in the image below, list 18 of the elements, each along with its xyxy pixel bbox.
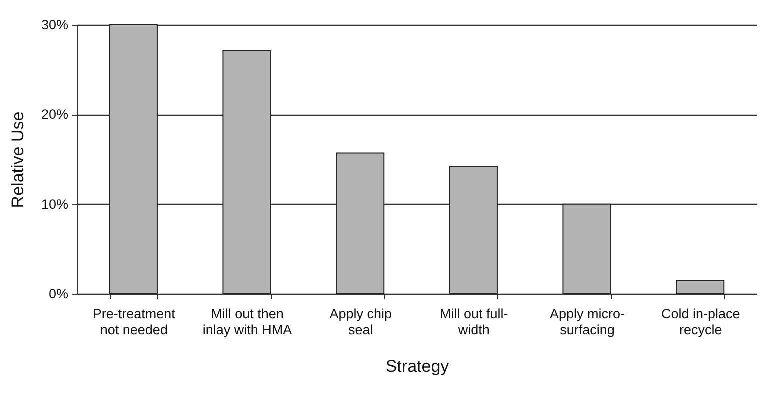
x-tick-label: Cold in-place recycle: [661, 306, 740, 338]
y-axis-title: Relative Use: [8, 112, 28, 208]
bar: [336, 152, 385, 294]
bar: [222, 50, 272, 294]
y-tick-label: 20%: [41, 107, 68, 122]
x-tick-label: Mill out then inlay with HMA: [202, 306, 292, 338]
y-tick-label: 30%: [41, 18, 68, 32]
bar: [449, 166, 498, 294]
y-tick-label: 0%: [48, 286, 68, 302]
x-tick-label: Apply micro-surfacing: [550, 306, 626, 338]
x-axis-title: Strategy: [386, 357, 450, 376]
bar: [109, 24, 158, 294]
x-tick-label: Pre-treatment not needed: [92, 306, 176, 338]
y-tick-label: 10%: [41, 196, 68, 212]
bar: [562, 204, 612, 294]
bar: [676, 280, 725, 294]
x-tick-label: Apply chip seal: [330, 306, 392, 338]
x-tick-label: Mill out full-width: [440, 306, 508, 338]
